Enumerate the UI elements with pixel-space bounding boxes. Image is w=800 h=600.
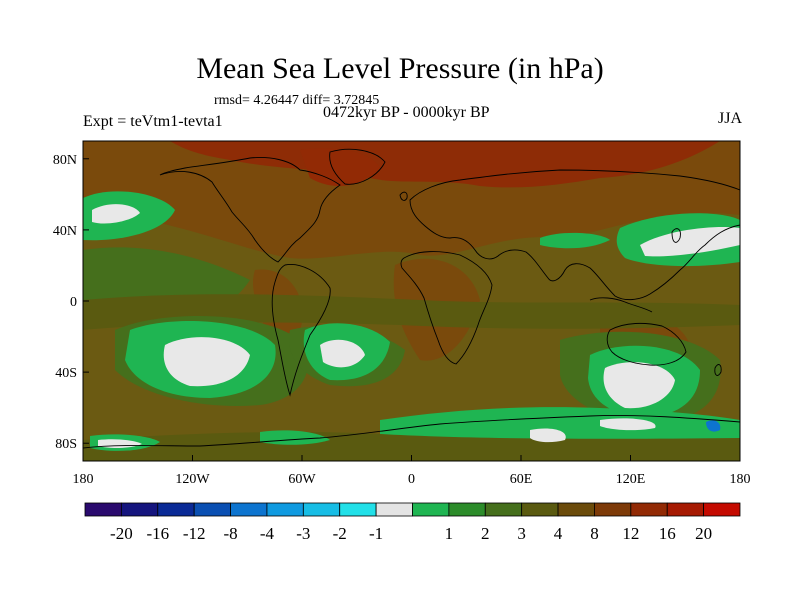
colorbar-label: -20: [110, 524, 133, 543]
colorbar-label: 12: [622, 524, 639, 543]
x-tick-label: 60E: [510, 472, 533, 487]
x-tick-label: 180: [73, 472, 94, 487]
field-antarctic-blue: [706, 420, 721, 432]
coastlines: [83, 148, 740, 449]
period-text: 0472kyr BP - 0000kyr BP: [323, 104, 490, 121]
field-satlantic-white: [320, 339, 365, 368]
coast-south-america: [271, 264, 331, 397]
field-antarctic-olive: [83, 432, 740, 461]
colorbar-swatch: [230, 502, 268, 517]
coast-indonesia: [589, 297, 653, 313]
x-tick-label: 120E: [616, 472, 646, 487]
y-tick-label: 0: [70, 295, 77, 310]
coast-nz: [714, 364, 722, 376]
colorbar-swatch: [157, 502, 195, 517]
colorbar-swatch: [412, 502, 450, 517]
colorbar-swatch: [594, 502, 632, 517]
colorbar-label: -12: [183, 524, 206, 543]
colorbar-swatch: [484, 502, 523, 517]
colorbar-swatch: [521, 502, 559, 517]
colorbar-label: 8: [590, 524, 599, 543]
coast-africa: [400, 251, 493, 365]
colorbar-swatch: [557, 502, 595, 517]
colorbar-label: 16: [659, 524, 676, 543]
coast-north-america: [159, 157, 341, 263]
coast-antarctica: [83, 415, 740, 449]
colorbar-label: -3: [296, 524, 310, 543]
colorbar-swatch: [193, 502, 231, 517]
field-antarctic-green-c: [260, 430, 330, 445]
field-asia-white: [640, 226, 740, 257]
colorbar-label: 1: [445, 524, 454, 543]
field-china-green: [540, 232, 610, 249]
x-tick-label: 60W: [288, 472, 316, 487]
experiment-label: Expt = teVtm1-tevta1: [83, 113, 223, 130]
colorbar-label: -1: [369, 524, 383, 543]
field-greenland-red: [300, 148, 380, 187]
colorbar-label: -2: [333, 524, 347, 543]
y-tick-label: 80N: [53, 153, 77, 168]
colorbar-swatch: [266, 502, 304, 517]
y-tick-label: 40N: [53, 224, 77, 239]
colorbar-label: 4: [554, 524, 563, 543]
coast-uk: [399, 191, 408, 201]
field-indian-white: [603, 362, 675, 409]
colorbar-swatch: [630, 502, 668, 517]
colorbar-swatch: [339, 502, 377, 517]
x-tick-label: 180: [730, 472, 751, 487]
season-label: JJA: [717, 110, 742, 127]
colorbar-label: 20: [695, 524, 712, 543]
field-npacific-white: [92, 204, 140, 224]
colorbar-swatch: [120, 502, 159, 517]
colorbar-swatch: [84, 502, 122, 517]
coast-australia: [606, 322, 687, 366]
colorbar-label: -16: [146, 524, 169, 543]
y-axis: 80N 40N 0 40S 80S: [53, 153, 89, 452]
pressure-field: [83, 141, 740, 461]
coast-japan: [671, 228, 681, 243]
colorbar-swatch: [666, 502, 705, 517]
y-tick-label: 40S: [55, 366, 77, 381]
coast-greenland: [329, 148, 386, 185]
field-spacific-white: [163, 337, 250, 387]
x-tick-label: 0: [408, 472, 415, 487]
colorbar-swatch: [302, 502, 341, 517]
field-antarctic-white-e: [530, 428, 566, 443]
colorbar: -20 -16 -12 -8 -4 -3 -2 -1 1 2 3 4 8 12 16 20: [84, 502, 741, 543]
colorbar-label: 3: [517, 524, 526, 543]
colorbar-label: -4: [260, 524, 275, 543]
colorbar-swatch: [703, 502, 741, 517]
y-tick-label: 80S: [55, 437, 77, 452]
coast-eurasia: [409, 169, 740, 301]
stats-text: rmsd= 4.26447 diff= 3.72845: [214, 93, 380, 108]
colorbar-label: -8: [223, 524, 237, 543]
colorbar-swatch: [448, 502, 486, 517]
colorbar-label: 2: [481, 524, 490, 543]
chart-title: Mean Sea Level Pressure (in hPa): [196, 52, 604, 85]
x-tick-label: 120W: [175, 472, 210, 487]
field-antarctic-white-e2: [600, 418, 656, 431]
x-axis: 180 120W 60W 0 60E 120E 180: [73, 455, 751, 487]
colorbar-swatch: [375, 502, 413, 517]
